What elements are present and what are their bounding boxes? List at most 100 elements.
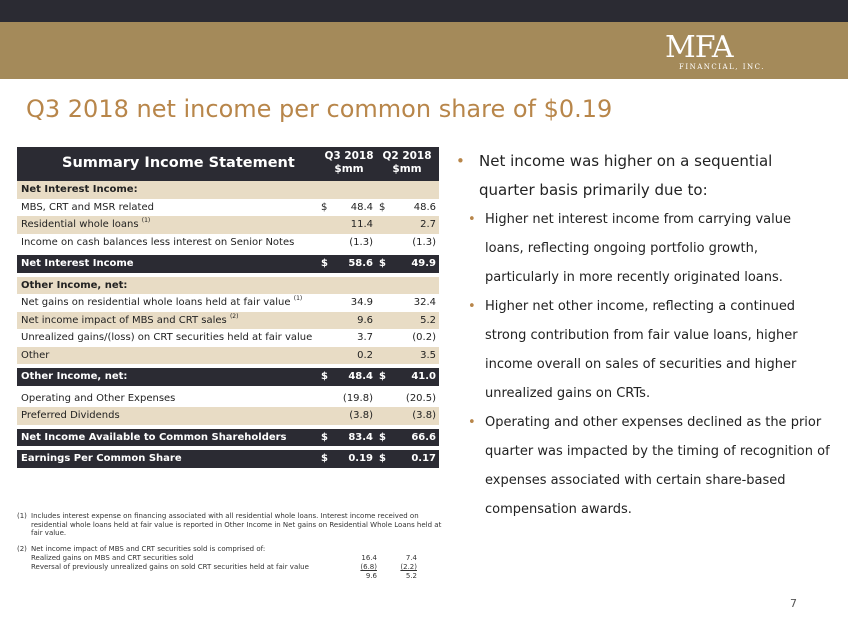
- q3-value: 0.19: [348, 453, 373, 464]
- col-header-q2: Q2 2018 $mm: [382, 150, 432, 175]
- footnote-1-number: (1): [17, 512, 27, 520]
- row-note: (2): [229, 312, 239, 320]
- table-row: MBS, CRT and MSR related $48.4 $48.6: [17, 199, 439, 217]
- table-row: Net Interest Income:: [17, 181, 439, 199]
- row-label: Net gains on residential whole loans hel…: [21, 295, 303, 308]
- table-row: Net Income Available to Common Sharehold…: [17, 428, 439, 446]
- q2-value: 48.6: [413, 201, 436, 213]
- dollar-sign: $: [379, 258, 386, 269]
- table-row: Income on cash balances less interest on…: [17, 234, 439, 252]
- summary-income-table: Summary Income Statement Q3 2018 $mm Q2 2…: [17, 147, 439, 468]
- sub-bullet-text: Operating and other expenses declined as…: [485, 415, 830, 517]
- row-note: (1): [141, 217, 151, 224]
- q2-value: 2.7: [420, 219, 436, 230]
- row-label: Net Interest Income: [21, 258, 134, 269]
- row-note: (1): [293, 295, 303, 302]
- page-title: Q3 2018 net income per common share of $…: [26, 95, 613, 123]
- row-spacer: [17, 446, 439, 450]
- table-row: Unrealized gains/(loss) on CRT securitie…: [17, 329, 439, 347]
- table-title: Summary Income Statement: [62, 155, 295, 171]
- row-label: Earnings Per Common Share: [21, 453, 182, 464]
- bullet-icon: •: [468, 212, 476, 227]
- dollar-sign: $: [321, 201, 328, 213]
- row-label: Income on cash balances less interest on…: [21, 236, 295, 248]
- sub-bullet-text: Higher net other income, reflecting a co…: [485, 299, 798, 401]
- row-spacer: [17, 385, 439, 390]
- footnote-line-value: 5.2: [405, 572, 417, 580]
- q3-value: 9.6: [357, 314, 373, 326]
- table-body: Net Interest Income: MBS, CRT and MSR re…: [17, 181, 439, 468]
- row-label: Net Interest Income:: [21, 184, 138, 195]
- table-row: Other Income, net:: [17, 276, 439, 294]
- q2-value: (1.3): [412, 236, 436, 248]
- row-spacer: [17, 364, 439, 368]
- top-bar: [0, 0, 848, 22]
- row-spacer: [17, 272, 439, 277]
- bullet-icon: •: [468, 299, 476, 314]
- table-row: Net income impact of MBS and CRT sales (…: [17, 311, 439, 329]
- header-band: [0, 22, 848, 79]
- footnote-line-label: Reversal of previously unrealized gains …: [31, 563, 309, 571]
- main-bullet-text: Net income was higher on a sequential qu…: [479, 152, 773, 199]
- q3-value: 11.4: [350, 219, 373, 230]
- sub-bullet-text: Higher net interest income from carrying…: [485, 212, 791, 285]
- sub-bullet: • Higher net interest income from carryi…: [452, 205, 832, 292]
- footnote-2-number: (2): [17, 545, 27, 553]
- q2-value: 5.2: [420, 314, 436, 326]
- table-row: Earnings Per Common Share $0.19 $0.17: [17, 450, 439, 468]
- q3-value: 83.4: [348, 431, 373, 443]
- table-row: Operating and Other Expenses (19.8) (20.5…: [17, 390, 439, 408]
- q3-value: 3.7: [357, 332, 373, 343]
- dollar-sign: $: [321, 371, 328, 382]
- row-label: Net Income Available to Common Sharehold…: [21, 431, 287, 443]
- q2-value: (20.5): [405, 392, 436, 404]
- footnote-line-value: (2.2): [400, 563, 417, 571]
- q2-value: (0.2): [412, 332, 436, 343]
- q2-value: 41.0: [411, 371, 436, 382]
- dollar-sign: $: [379, 201, 386, 213]
- footnote-line-value: (6.8): [360, 563, 377, 571]
- table-row: Preferred Dividends (3.8) (3.8): [17, 407, 439, 425]
- q2-value: 3.5: [420, 349, 436, 361]
- footnote-line-value: 9.6: [365, 572, 377, 580]
- row-label: Other Income, net:: [21, 279, 128, 291]
- table-row: Residential whole loans (1) 11.4 2.7: [17, 216, 439, 234]
- row-label: Other Income, net:: [21, 371, 128, 382]
- q2-value: 32.4: [413, 297, 436, 308]
- dollar-sign: $: [321, 258, 328, 269]
- q2-value: 0.17: [411, 453, 436, 464]
- logo-subtitle: FINANCIAL, INC.: [679, 63, 765, 71]
- row-label: Preferred Dividends: [21, 410, 120, 421]
- bullet-icon: •: [456, 152, 465, 170]
- table-row: Net gains on residential whole loans hel…: [17, 294, 439, 312]
- q3-value: 58.6: [348, 258, 373, 269]
- q3-value: 0.2: [357, 349, 373, 361]
- main-bullet: • Net income was higher on a sequential …: [452, 147, 832, 205]
- footnote-line-label: Realized gains on MBS and CRT securities…: [31, 554, 194, 562]
- logo-mark: MFA: [665, 30, 734, 65]
- q2-value: (3.8): [412, 410, 436, 421]
- table-row: Net Interest Income $58.6 $49.9: [17, 255, 439, 273]
- q2-value: 66.6: [411, 431, 436, 443]
- row-label: Operating and Other Expenses: [21, 392, 176, 404]
- dollar-sign: $: [379, 431, 386, 443]
- row-label: Residential whole loans (1): [21, 217, 151, 230]
- row-spacer: [17, 424, 439, 429]
- bullet-icon: •: [468, 415, 476, 430]
- q3-value: (19.8): [342, 392, 373, 404]
- table-row: Other 0.2 3.5: [17, 346, 439, 364]
- row-label: Other: [21, 349, 50, 361]
- row-label: MBS, CRT and MSR related: [21, 201, 154, 213]
- dollar-sign: $: [321, 453, 328, 464]
- sub-bullet: • Operating and other expenses declined …: [452, 408, 832, 524]
- dollar-sign: $: [321, 431, 328, 443]
- q3-value: (1.3): [349, 236, 373, 248]
- q3-value: 34.9: [350, 297, 373, 308]
- row-spacer: [17, 251, 439, 255]
- row-label: Unrealized gains/(loss) on CRT securitie…: [21, 332, 313, 343]
- company-logo: MFA FINANCIAL, INC.: [665, 30, 785, 75]
- q3-value: (3.8): [349, 410, 373, 421]
- table-row: Other Income, net: $48.4 $41.0: [17, 368, 439, 386]
- footnote-line-value: 7.4: [405, 554, 417, 562]
- footnote-1-text: Includes interest expense on financing a…: [31, 512, 442, 537]
